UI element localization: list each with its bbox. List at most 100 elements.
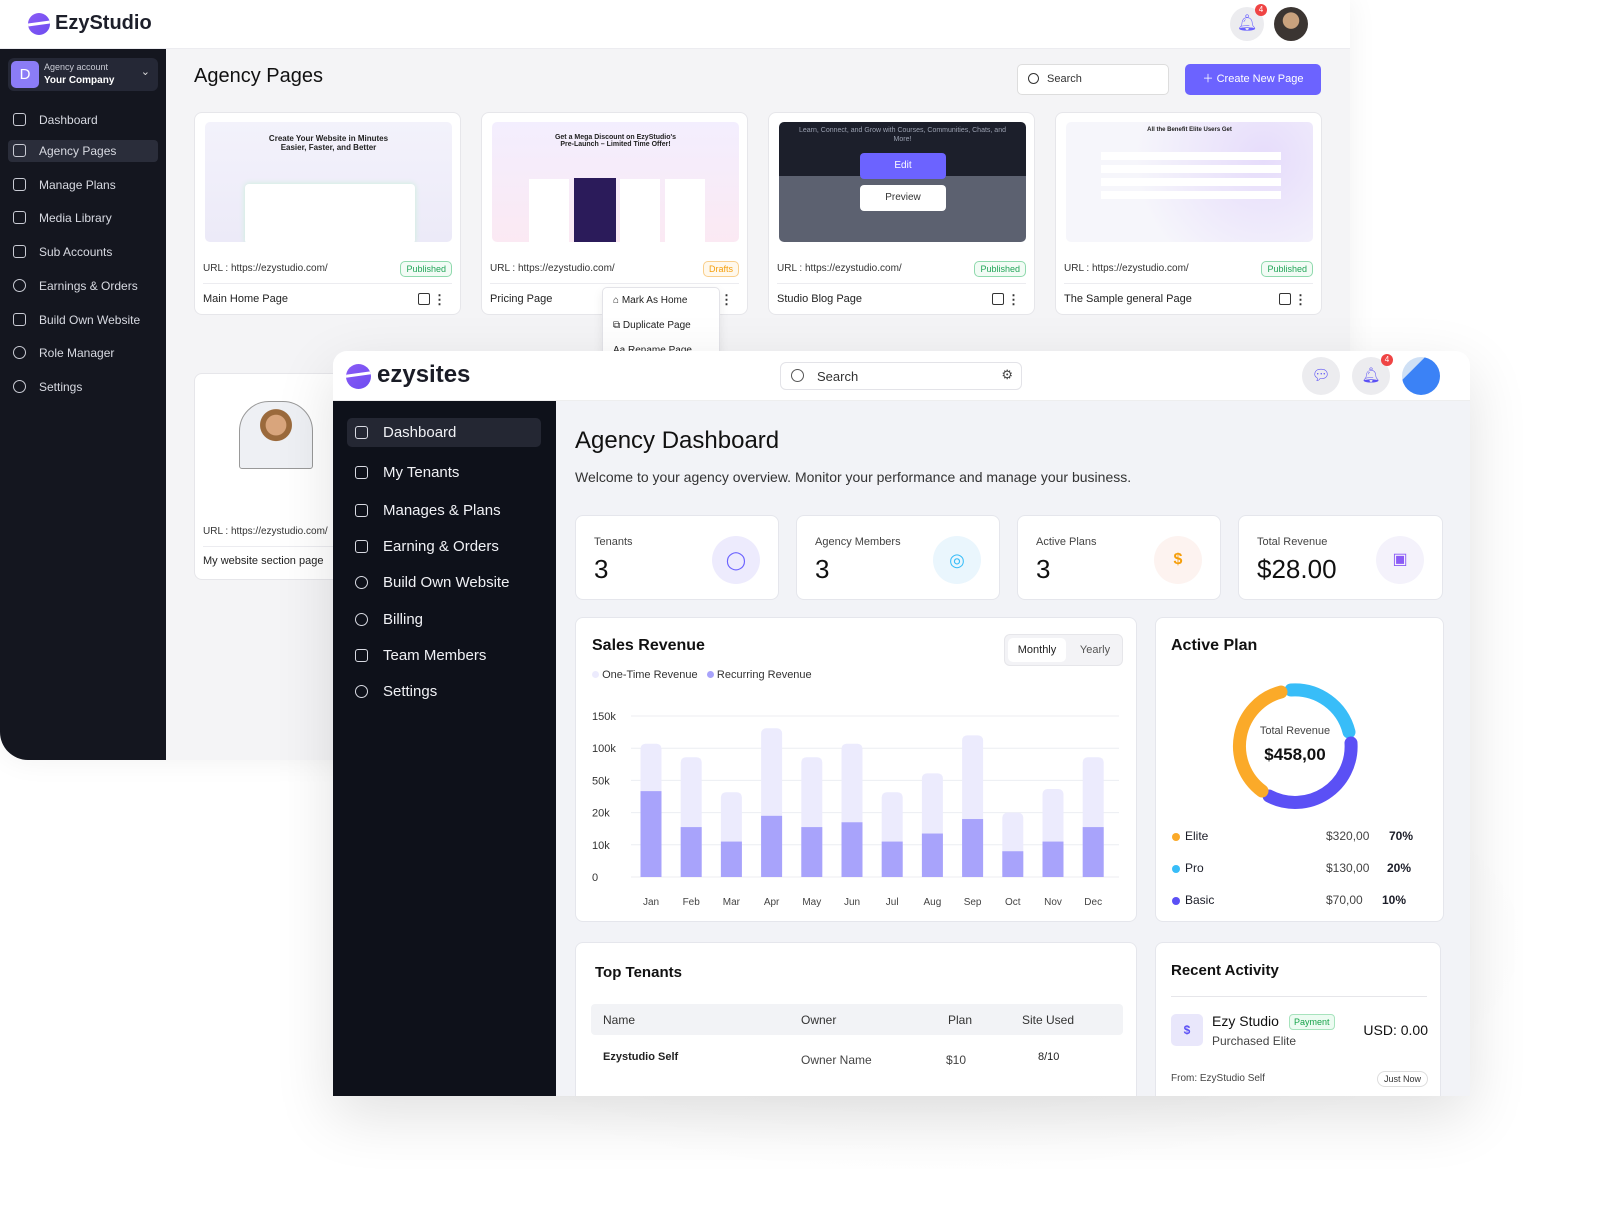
legend-dot-one-time <box>592 671 599 678</box>
page-card[interactable]: All the Benefit Elite Users Get URL : ht… <box>1055 112 1322 315</box>
create-new-page-button[interactable]: ＋ Create New Page <box>1185 64 1321 95</box>
notification-button[interactable]: 🔔︎ 4 <box>1352 354 1393 395</box>
period-toggle: Monthly Yearly <box>1004 634 1123 666</box>
gear-icon <box>355 685 368 698</box>
bar-recurring-jun[interactable] <box>841 822 863 877</box>
bar-recurring-dec[interactable] <box>1082 827 1104 877</box>
page-card[interactable]: Create Your Website in Minutes Easier, F… <box>194 112 461 315</box>
menu-item-rename-page[interactable]: Aa Rename Page <box>613 345 692 356</box>
chat-icon: 💬︎ <box>1311 367 1331 384</box>
donut-center-value: $458,00 <box>1264 745 1326 764</box>
divider <box>203 283 452 284</box>
sidebar-item-team-members[interactable]: Team Members <box>347 641 541 670</box>
table-row[interactable]: Ezystudio Self Owner Name $10 8/10 <box>603 1051 1060 1067</box>
account-initial: D <box>11 61 39 88</box>
sidebar-item-my-tenants[interactable]: My Tenants <box>347 458 541 487</box>
divider <box>1064 283 1313 284</box>
menu-item-duplicate-page[interactable]: ⧉ Duplicate Page <box>613 320 691 331</box>
bar-recurring-nov[interactable] <box>1042 841 1064 877</box>
sidebar-item-build-website[interactable]: Build Own Website <box>0 309 166 331</box>
gear-icon <box>13 380 26 393</box>
more-icon[interactable]: ⋮ <box>1007 292 1020 307</box>
edit-icon[interactable] <box>418 293 430 305</box>
notification-button[interactable]: 🔔︎ 4 <box>1230 4 1267 41</box>
filter-icon[interactable]: ⚙︎ <box>1001 367 1013 382</box>
page-card[interactable]: Get a Mega Discount on EzyStudio's Pre-L… <box>481 112 748 315</box>
page-name: Pricing Page <box>490 293 553 305</box>
preview-button[interactable]: Preview <box>860 185 946 211</box>
receipt-icon: $ <box>1154 536 1202 584</box>
bar-recurring-apr[interactable] <box>761 815 783 877</box>
x-tick-label: Feb <box>683 897 701 908</box>
activity-description: Purchased Elite <box>1212 1034 1297 1048</box>
bar-recurring-may[interactable] <box>801 827 823 877</box>
sidebar-item-build-website[interactable]: Build Own Website <box>347 568 541 597</box>
edit-button[interactable]: Edit <box>860 153 946 179</box>
account-switcher[interactable]: D Agency account Your Company ⌄ <box>8 58 158 91</box>
toggle-yearly[interactable]: Yearly <box>1079 644 1111 656</box>
sidebar-item-media-library[interactable]: Media Library <box>0 207 166 229</box>
legend-recurring: Recurring Revenue <box>716 669 812 681</box>
top-bar: ezysites Search ⚙︎ 💬︎ 🔔︎ 4 <box>333 351 1470 401</box>
notification-badge: 4 <box>1255 4 1267 16</box>
toggle-monthly[interactable]: Monthly <box>1008 638 1066 662</box>
active-plan-card: Active Plan Total Revenue $458,00 Elite … <box>1155 617 1444 922</box>
pages-icon <box>13 144 26 157</box>
column-plan[interactable]: Plan <box>948 1013 973 1027</box>
sidebar-item-earnings-orders[interactable]: Earnings & Orders <box>0 275 166 297</box>
sidebar: D Agency account Your Company ⌄ Dashboar… <box>0 49 166 760</box>
sales-revenue-card: Sales Revenue Monthly Yearly One-Time Re… <box>575 617 1137 922</box>
sidebar-item-dashboard[interactable]: Dashboard <box>347 418 541 447</box>
page-preview: Learn, Connect, and Grow with Courses, C… <box>779 122 1026 242</box>
more-icon[interactable]: ⋮ <box>433 292 446 307</box>
sidebar-item-sub-accounts[interactable]: Sub Accounts <box>0 241 166 263</box>
page-name: The Sample general Page <box>1064 293 1192 305</box>
user-avatar[interactable] <box>1274 7 1308 41</box>
divider <box>203 546 452 547</box>
search-input[interactable]: Search ⚙︎ <box>780 362 1022 390</box>
edit-icon[interactable] <box>1279 293 1291 305</box>
status-badge: Drafts <box>702 261 739 277</box>
sidebar-item-earning-orders[interactable]: Earning & Orders <box>347 532 541 561</box>
user-avatar[interactable] <box>1402 357 1440 395</box>
home-icon: ⌂ <box>613 295 620 306</box>
sidebar-item-billing[interactable]: Billing <box>347 605 541 634</box>
bar-recurring-feb[interactable] <box>680 827 702 877</box>
search-input[interactable]: Search <box>1017 64 1169 95</box>
more-icon[interactable]: ⋮ <box>720 292 733 307</box>
sidebar-item-agency-pages[interactable]: Agency Pages <box>8 140 158 162</box>
column-site-used[interactable]: Site Used <box>1022 1013 1075 1027</box>
grid-icon <box>355 426 368 439</box>
browser-code-icon <box>355 466 368 479</box>
bar-recurring-oct[interactable] <box>1002 851 1024 877</box>
sidebar-item-settings[interactable]: Settings <box>0 376 166 398</box>
edit-icon[interactable] <box>992 293 1004 305</box>
plus-icon: ＋ <box>1202 73 1214 85</box>
user-icon: ◯ <box>712 536 760 584</box>
image-icon <box>355 540 368 553</box>
activity-item[interactable]: $ Ezy Studio Payment Purchased Elite USD… <box>1156 943 1442 1096</box>
legend-dot-recurring <box>706 671 714 678</box>
sidebar-item-role-manager[interactable]: Role Manager <box>0 342 166 364</box>
sidebar-item-dashboard[interactable]: Dashboard <box>0 109 166 131</box>
messages-button[interactable]: 💬︎ <box>1302 357 1340 395</box>
page-card[interactable]: Learn, Connect, and Grow with Courses, C… <box>768 112 1035 315</box>
column-owner[interactable]: Owner <box>801 1013 837 1027</box>
chevron-down-icon: ⌄ <box>140 66 150 78</box>
bar-recurring-mar[interactable] <box>720 841 742 877</box>
sidebar-item-settings[interactable]: Settings <box>347 677 541 706</box>
column-name[interactable]: Name <box>603 1013 636 1027</box>
menu-item-mark-as-home[interactable]: ⌂ Mark As Home <box>613 295 688 306</box>
bar-recurring-sep[interactable] <box>962 819 984 877</box>
ezysites-logo-icon <box>346 364 371 389</box>
activity-amount: USD: 0.00 <box>1363 1022 1428 1038</box>
sidebar-item-manage-plans[interactable]: Manage Plans <box>0 174 166 196</box>
bar-recurring-jul[interactable] <box>881 841 903 877</box>
bar-recurring-jan[interactable] <box>640 791 662 877</box>
ezystudio-logo-icon <box>28 13 50 35</box>
x-tick-label: Nov <box>1044 897 1062 908</box>
sidebar-item-manages-plans[interactable]: Manages & Plans <box>347 496 541 525</box>
bar-recurring-aug[interactable] <box>921 833 943 877</box>
more-icon[interactable]: ⋮ <box>1294 292 1307 307</box>
layout-icon <box>13 313 26 326</box>
